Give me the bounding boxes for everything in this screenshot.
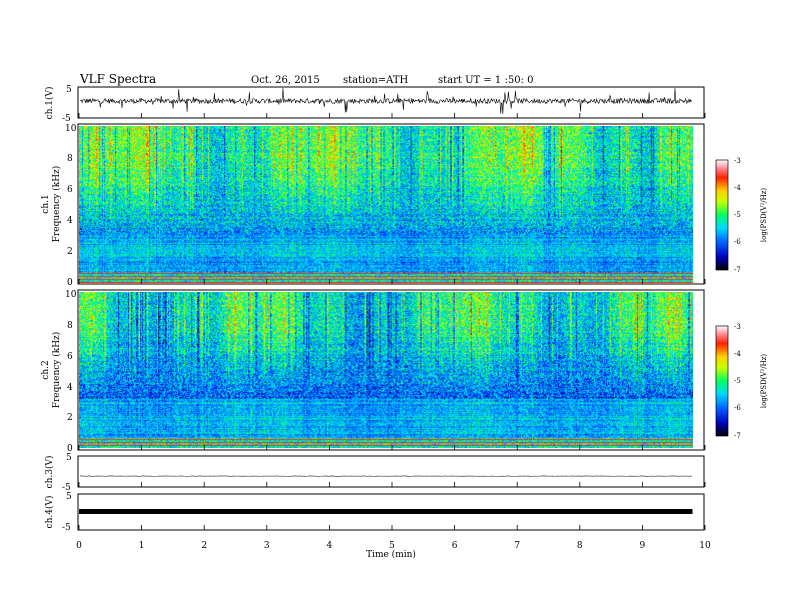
ch4-ytick-top: 5 [66,492,72,502]
ch2-cbar-tick-5: -5 [734,377,741,385]
x-tick-label: 5 [389,541,395,551]
station-label: station=ATH [343,75,409,86]
ch2-ytick-0: 0 [67,444,73,454]
ch2-cbar-tick-6: -6 [734,404,741,412]
ch3-ylabel: ch.3(V) [44,456,55,489]
x-tick-label: 9 [640,541,646,551]
ch2-ytick-10: 10 [65,290,77,300]
ch2-frequency-label: Frequency (kHz) [51,332,62,409]
ch2-ytick-6: 6 [67,352,73,362]
ch1-colorbar-label: log(PSD(V²/Hz) [760,188,768,243]
ch1-ytick-top: 5 [66,85,72,95]
ch3-ytick-top: 5 [66,453,72,463]
ch2-ytick-8: 8 [67,321,73,331]
x-ticks: 0 1 2 3 4 5 6 7 8 9 10 [76,113,711,551]
ch2-ytick-4: 4 [67,383,73,393]
ch2-ytick-2: 2 [67,413,73,423]
header: VLF Spectra Oct. 26, 2015 station=ATH st… [79,72,533,86]
ch1-cbar-tick-3: -3 [734,157,741,165]
ch2-cbar-tick-4: -4 [734,350,741,358]
ch2-spectrogram-panel: 10 8 6 4 2 0 ch.2 Frequency (kHz) [41,289,705,454]
ch3-ytick-bottom: -5 [62,483,71,493]
x-tick-label: 2 [201,541,207,551]
ch1-ytick-2: 2 [67,247,73,257]
ch4-ytick-bottom: -5 [62,523,71,533]
ch3-frame [77,455,705,488]
ch1-ylabel: ch.1(V) [44,87,55,120]
start-time-label: start UT = 1 :50: 0 [438,75,533,86]
ch1-ytick-0: 0 [67,278,73,288]
ch3-waveform-panel: 5 -5 ch.3(V) [44,453,705,493]
ch1-spectrogram-panel: 10 8 6 4 2 0 ch.1 Frequency (kHz) [41,123,705,288]
ch4-trace [79,509,693,514]
ch1-ytick-bottom: -5 [62,114,71,124]
x-tick-label: 10 [699,541,711,551]
ch1-waveform-panel: 5 -5 ch.1(V) [44,85,705,124]
ch1-ytick-6: 6 [67,185,73,195]
ch2-cbar-tick-7: -7 [734,432,741,440]
ch1-cbar-tick-7: -7 [734,266,741,274]
ch1-ytick-8: 8 [67,154,73,164]
figure-title: VLF Spectra [79,72,156,86]
ch3-trace [79,475,693,477]
ch1-colorbar: -3 -4 -5 -6 -7 log(PSD(V²/Hz) [715,157,768,274]
ch2-colorbar-label: log(PSD(V²/Hz) [760,354,768,409]
ch1-trace [79,88,693,115]
x-tick-label: 8 [577,541,583,551]
x-tick-label: 4 [327,541,333,551]
ch1-cbar-tick-6: -6 [734,238,741,246]
ch2-channel-label: ch.2 [41,360,51,379]
ch1-colorbar-bar [715,159,729,271]
ch4-ylabel: ch.4(V) [44,496,55,529]
ch4-waveform-panel: 5 -5 ch.4(V) [44,492,705,533]
x-tick-label: 3 [264,541,270,551]
ch2-colorbar-bar [715,325,729,437]
ch1-spectrogram-frame [77,123,705,285]
x-tick-label: 1 [139,541,145,551]
ch1-cbar-tick-4: -4 [734,184,741,192]
ch1-cbar-tick-5: -5 [734,211,741,219]
ch1-spectrogram-image [79,126,693,283]
ch1-ytick-10: 10 [65,124,77,134]
ch1-frequency-label: Frequency (kHz) [51,166,62,243]
ch1-ytick-4: 4 [67,216,73,226]
date-label: Oct. 26, 2015 [251,75,320,86]
x-axis: 0 1 2 3 4 5 6 7 8 9 10 Time (min) [76,113,711,560]
x-tick-label: 0 [76,541,82,551]
ch2-spectrogram-frame [77,289,705,451]
ch2-cbar-tick-3: -3 [734,323,741,331]
x-tick-label: 7 [514,541,520,551]
ch2-spectrogram-image [79,292,693,448]
x-tick-label: 6 [452,541,458,551]
x-axis-label: Time (min) [366,549,416,560]
ch1-channel-label: ch.1 [41,194,51,213]
ch2-colorbar: -3 -4 -5 -6 -7 log(PSD(V²/Hz) [715,323,768,440]
